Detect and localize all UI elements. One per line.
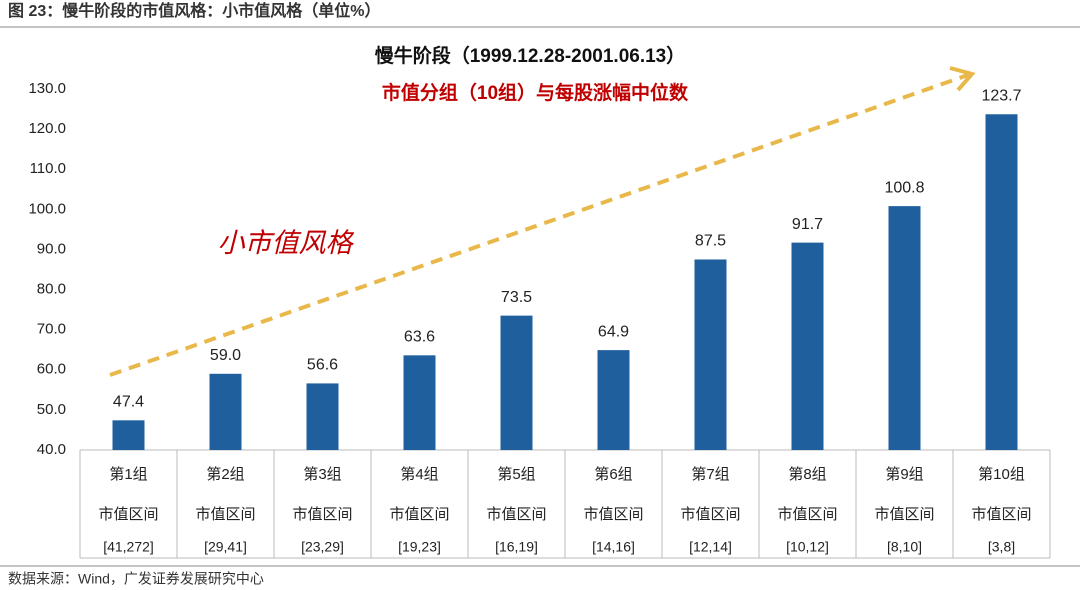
range-value: [41,272] <box>103 539 154 555</box>
x-tick-label: 第1组 <box>109 465 147 483</box>
range-label: 市值区间 <box>874 506 934 523</box>
bar <box>888 206 921 450</box>
range-value: [23,29] <box>301 539 344 555</box>
range-value: [16,19] <box>495 539 538 555</box>
annotation: 小市值风格 <box>218 228 355 258</box>
trend-arrowhead <box>949 66 976 92</box>
y-tick-label: 80.0 <box>37 281 66 298</box>
y-tick-label: 90.0 <box>37 240 66 257</box>
range-label: 市值区间 <box>292 506 352 523</box>
data-label: 59.0 <box>210 347 241 364</box>
x-tick-label: 第10组 <box>978 465 1025 483</box>
bar <box>597 350 630 450</box>
range-value: [10,12] <box>786 539 829 555</box>
range-label: 市值区间 <box>680 506 740 523</box>
x-tick-label: 第5组 <box>497 465 535 483</box>
data-label: 56.6 <box>307 357 338 374</box>
data-label: 47.4 <box>113 394 144 411</box>
x-tick-label: 第3组 <box>303 465 341 483</box>
y-tick-label: 100.0 <box>28 200 66 217</box>
chart-subtitle: 市值分组（10组）与每股涨幅中位数 <box>382 81 689 104</box>
data-label: 63.6 <box>404 329 435 346</box>
y-tick-label: 60.0 <box>37 361 66 378</box>
bar <box>306 383 339 450</box>
trend-arrow <box>109 73 969 377</box>
x-tick-label: 第6组 <box>594 465 632 483</box>
data-label: 91.7 <box>792 216 823 233</box>
y-tick-label: 70.0 <box>37 321 66 338</box>
range-value: [8,10] <box>887 539 922 555</box>
data-label: 100.8 <box>884 179 924 196</box>
chart-title: 慢牛阶段（1999.12.28-2001.06.13） <box>375 44 686 67</box>
header: 图 23：慢牛阶段的市值风格：小市值风格（单位%） <box>8 1 380 20</box>
bar <box>694 259 727 450</box>
data-label: 87.5 <box>695 233 726 250</box>
x-tick-label: 第4组 <box>400 465 438 483</box>
x-tick-label: 第7组 <box>691 465 729 483</box>
range-label: 市值区间 <box>486 506 546 523</box>
range-label: 市值区间 <box>389 506 449 523</box>
range-label: 市值区间 <box>583 506 643 523</box>
bar <box>985 114 1018 451</box>
range-label: 市值区间 <box>971 506 1031 523</box>
y-tick-label: 120.0 <box>28 120 66 137</box>
data-label: 73.5 <box>501 289 532 306</box>
y-tick-label: 110.0 <box>30 160 66 177</box>
range-label: 市值区间 <box>777 506 837 523</box>
bar <box>403 355 436 450</box>
x-tick-label: 第2组 <box>206 465 244 483</box>
source: 数据来源：Wind，广发证券发展研究中心 <box>8 571 264 587</box>
y-tick-label: 130.0 <box>28 80 66 97</box>
range-value: [29,41] <box>204 539 247 555</box>
bar <box>209 373 242 450</box>
range-value: [14,16] <box>592 539 635 555</box>
x-tick-label: 第8组 <box>788 465 826 483</box>
range-value: [12,14] <box>689 539 732 555</box>
range-value: [19,23] <box>398 539 441 555</box>
bar <box>112 420 145 450</box>
y-tick-label: 40.0 <box>37 441 66 458</box>
range-value: [3,8] <box>988 539 1015 555</box>
data-label: 64.9 <box>598 323 629 340</box>
y-tick-label: 50.0 <box>37 401 66 418</box>
range-label: 市值区间 <box>98 506 158 523</box>
data-label: 123.7 <box>981 87 1021 104</box>
bar <box>500 315 533 450</box>
x-tick-label: 第9组 <box>885 465 923 483</box>
range-label: 市值区间 <box>195 506 255 523</box>
bar <box>791 242 824 450</box>
